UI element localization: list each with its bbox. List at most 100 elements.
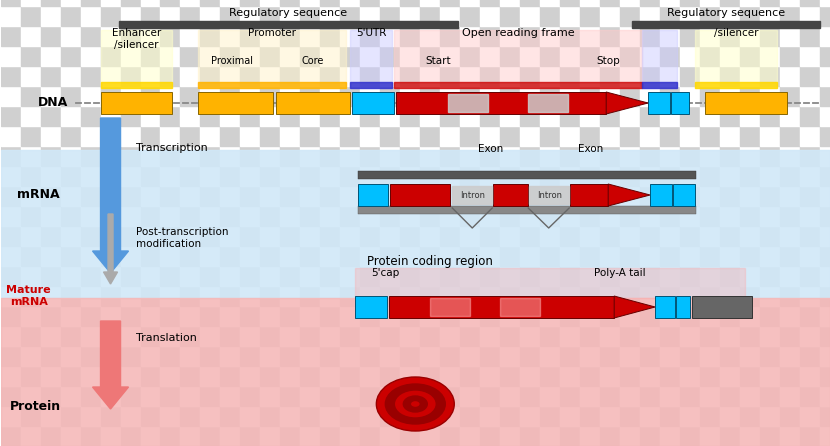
Bar [81, 366, 100, 386]
Bar [461, 426, 481, 446]
Bar [800, 146, 820, 166]
Bar [100, 166, 120, 186]
Bar [560, 186, 580, 206]
Bar [780, 426, 800, 446]
Bar [81, 266, 100, 286]
Bar [400, 146, 420, 166]
Bar [390, 184, 451, 206]
Bar [640, 286, 660, 306]
Bar [440, 66, 461, 86]
Bar [800, 26, 820, 46]
Bar [720, 126, 740, 146]
Bar [100, 246, 120, 266]
Bar [1, 150, 830, 298]
Bar [360, 66, 380, 86]
Bar [21, 166, 41, 186]
Bar [481, 426, 500, 446]
Bar [440, 206, 461, 226]
Bar [642, 30, 677, 88]
Ellipse shape [376, 377, 454, 431]
Bar [800, 46, 820, 66]
Bar [481, 366, 500, 386]
Bar [440, 326, 461, 346]
Bar [648, 92, 670, 114]
Bar [300, 246, 320, 266]
Bar [680, 26, 700, 46]
Bar [620, 426, 640, 446]
Bar [780, 106, 800, 126]
Text: 5'cap: 5'cap [371, 268, 399, 278]
Bar [160, 166, 180, 186]
Bar [100, 406, 120, 426]
Bar [676, 296, 690, 318]
Bar [780, 26, 800, 46]
Bar [120, 166, 140, 186]
Bar [1, 346, 21, 366]
Bar [461, 306, 481, 326]
Bar [320, 426, 340, 446]
Bar [41, 0, 61, 6]
Bar [500, 306, 520, 326]
Bar [580, 286, 600, 306]
Bar [461, 286, 481, 306]
Bar [700, 306, 720, 326]
Bar [61, 146, 81, 166]
Bar [461, 86, 481, 106]
Bar [540, 306, 560, 326]
Bar [360, 346, 380, 366]
Bar [440, 406, 461, 426]
Bar [820, 166, 830, 186]
Bar [261, 306, 281, 326]
Bar [120, 0, 140, 6]
Bar [540, 426, 560, 446]
Bar [820, 386, 830, 406]
Bar [360, 406, 380, 426]
Bar [160, 346, 180, 366]
Bar [780, 406, 800, 426]
Bar [560, 346, 580, 366]
Bar [340, 266, 360, 286]
Bar [1, 0, 21, 6]
Bar [380, 0, 400, 6]
Bar [671, 92, 689, 114]
Bar [340, 106, 360, 126]
Bar [380, 106, 400, 126]
Bar [100, 106, 120, 126]
Bar [660, 186, 680, 206]
Bar [461, 226, 481, 246]
Bar [261, 6, 281, 26]
Bar [700, 326, 720, 346]
Bar [600, 106, 620, 126]
Bar [261, 406, 281, 426]
Bar [340, 126, 360, 146]
Bar [540, 126, 560, 146]
Bar [201, 386, 221, 406]
Bar [355, 268, 745, 298]
Bar [800, 206, 820, 226]
Bar [160, 26, 180, 46]
Ellipse shape [394, 390, 437, 418]
Bar [461, 0, 481, 6]
Bar [61, 166, 81, 186]
Bar [281, 26, 300, 46]
Bar [706, 92, 787, 114]
Bar [300, 326, 320, 346]
Bar [780, 266, 800, 286]
Bar [221, 326, 241, 346]
Bar [281, 346, 300, 366]
Bar [359, 184, 388, 206]
Bar [160, 406, 180, 426]
Bar [21, 66, 41, 86]
Bar [640, 226, 660, 246]
FancyArrow shape [92, 321, 129, 409]
Bar [61, 426, 81, 446]
Bar [61, 226, 81, 246]
Bar [520, 6, 540, 26]
Bar [100, 186, 120, 206]
Bar [120, 426, 140, 446]
Bar [520, 386, 540, 406]
Bar [540, 366, 560, 386]
Bar [261, 186, 281, 206]
Bar [560, 426, 580, 446]
Bar [700, 286, 720, 306]
